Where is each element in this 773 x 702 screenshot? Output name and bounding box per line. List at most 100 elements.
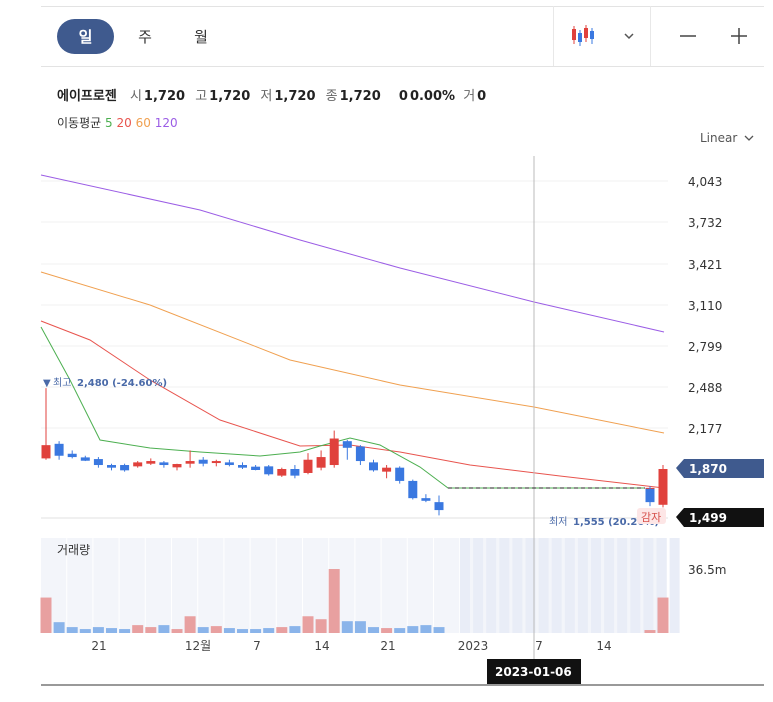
- toolbar-divider: [553, 6, 554, 66]
- volume-bar: [223, 628, 235, 633]
- volume-label: 거: [463, 89, 476, 104]
- candle-body: [67, 453, 77, 458]
- x-tick-label: 12월: [185, 639, 211, 653]
- candle-body: [329, 438, 339, 466]
- volume-bar: [644, 630, 656, 633]
- high-marker-value: 2,480 (-24.60%): [77, 378, 167, 389]
- ma-label: 이동평균: [57, 116, 102, 130]
- candle-body: [395, 467, 405, 481]
- open-label: 시: [129, 89, 142, 104]
- candle-body: [211, 461, 221, 464]
- candle-body: [172, 464, 182, 468]
- empty-day-slot: [604, 538, 615, 633]
- volume-bar: [315, 619, 327, 633]
- volume-stripe: [66, 538, 68, 633]
- tab-week[interactable]: 주: [138, 28, 152, 46]
- empty-day-slot: [538, 538, 549, 633]
- low-value: 1,720: [274, 89, 316, 104]
- volume-tick: 36.5m: [688, 563, 726, 577]
- chevron-down-icon[interactable]: [615, 22, 643, 50]
- minus-icon[interactable]: [674, 22, 702, 50]
- volume-bar: [302, 616, 314, 633]
- change-pct: 0.00%: [409, 89, 456, 104]
- candle-body: [645, 487, 655, 490]
- volume-bar: [394, 628, 406, 633]
- volume-stripe: [459, 538, 461, 633]
- empty-day-slot: [473, 538, 484, 633]
- volume-stripe: [92, 538, 94, 633]
- empty-day-slot: [643, 538, 654, 633]
- volume-panel-label: 거래량: [57, 543, 90, 557]
- volume-bar: [184, 616, 196, 633]
- high-marker-label: 최고: [53, 377, 71, 389]
- volume-bar: [289, 626, 301, 633]
- candle-body: [303, 459, 313, 473]
- volume-stripe: [171, 538, 172, 633]
- low-marker-value: 1,555 (20.26%): [573, 517, 659, 528]
- volume-bar: [197, 627, 209, 633]
- candlestick-icon[interactable]: [570, 22, 598, 50]
- volume-bar: [210, 626, 222, 633]
- capital-reduction-badge-bg: [637, 508, 666, 524]
- volume-bar: [381, 628, 393, 633]
- top-border: [41, 6, 764, 7]
- tab-month[interactable]: 월: [194, 28, 208, 46]
- y-tick-label: 3,110: [688, 299, 722, 313]
- volume-stripe: [380, 538, 382, 633]
- volume-bar: [53, 622, 65, 633]
- empty-day-slot: [564, 538, 575, 633]
- moving-average-line: [40, 326, 645, 489]
- candle-body: [290, 469, 300, 476]
- y-tick-label: 2,488: [688, 381, 722, 395]
- volume-stripe: [144, 538, 146, 633]
- scale-dropdown[interactable]: Linear: [700, 131, 754, 145]
- current-price-tag-bg: [676, 459, 764, 478]
- volume-stripe: [275, 538, 277, 633]
- x-tick-label: 2023: [458, 639, 489, 653]
- candle-body: [645, 488, 655, 503]
- volume-panel-bg: [41, 538, 667, 633]
- moving-average-line: [40, 271, 665, 434]
- high-label: 고: [195, 89, 208, 104]
- empty-day-slot: [486, 538, 497, 633]
- close-label: 종: [325, 89, 338, 104]
- candle-body: [277, 469, 287, 476]
- candle-body: [159, 462, 169, 466]
- x-tick-label: 7: [253, 639, 261, 653]
- candle-body: [185, 461, 195, 464]
- moving-average-line: [40, 174, 665, 333]
- x-tick-label: 14: [596, 639, 611, 653]
- volume-stripe: [354, 538, 356, 633]
- current-price-tag: 1,870: [689, 462, 727, 476]
- empty-day-slot: [499, 538, 510, 633]
- x-tick-label: 14: [314, 639, 329, 653]
- volume-stripe: [433, 538, 434, 633]
- volume-bar: [276, 627, 288, 633]
- candle-body: [133, 462, 143, 467]
- y-tick-label: 4,043: [688, 175, 722, 189]
- scale-label: Linear: [700, 131, 738, 145]
- y-tick-label: 2,177: [688, 422, 722, 436]
- volume-bar: [657, 597, 669, 633]
- volume-bar: [328, 569, 340, 633]
- candle-body: [264, 466, 274, 475]
- chevron-down-icon: [744, 135, 754, 141]
- volume-bar: [354, 621, 366, 633]
- tab-day[interactable]: 일: [57, 19, 114, 54]
- empty-day-slot: [525, 538, 536, 633]
- candle-body: [224, 462, 234, 466]
- high-value: 1,720: [209, 89, 251, 104]
- candle-body: [120, 465, 130, 471]
- plus-icon[interactable]: [725, 22, 753, 50]
- volume-stripe: [406, 538, 408, 633]
- candle-body: [316, 457, 326, 468]
- empty-day-slot: [630, 538, 641, 633]
- x-tick-label: 21: [380, 639, 395, 653]
- close-value: 1,720: [339, 89, 381, 104]
- empty-day-slot: [656, 538, 667, 633]
- candle-body: [408, 480, 418, 499]
- candle-body: [146, 461, 156, 464]
- volume-bar: [433, 627, 445, 633]
- change-value: 0: [398, 89, 408, 104]
